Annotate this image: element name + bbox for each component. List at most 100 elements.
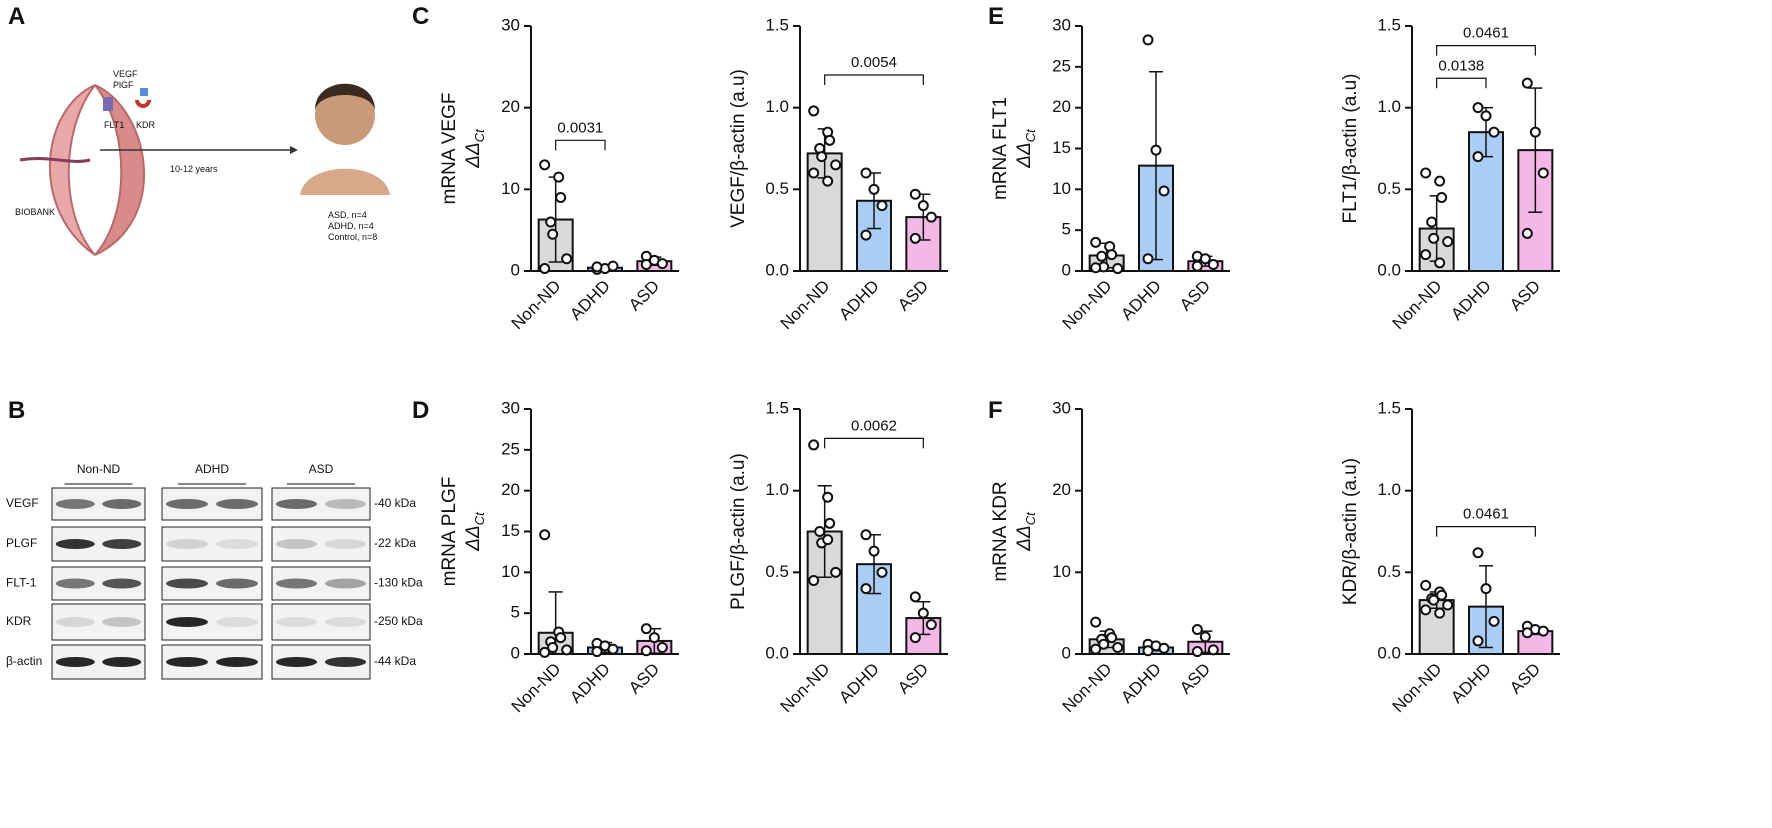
- y-axis-label: VEGF/β-actin (a.u): [728, 69, 749, 228]
- data-point: [814, 526, 826, 537]
- y-axis-label-sub: Ct: [472, 128, 487, 142]
- data-point: [925, 619, 937, 631]
- y-tick-label: 10: [501, 179, 520, 198]
- y-axis-label: ΔΔCt: [1014, 128, 1038, 169]
- bar-chart: 0.0 0.5 1.0 1.5 VEGF/β-actin (a.u) Non-ND ADHD…: [728, 15, 948, 333]
- y-tick-label: 0.0: [1377, 260, 1401, 279]
- data-point: [917, 607, 929, 619]
- data-point: [1420, 604, 1432, 616]
- blot-band: [55, 499, 95, 509]
- data-point: [1472, 635, 1484, 647]
- blot-band: [166, 617, 208, 627]
- y-tick-label: 5: [1062, 220, 1071, 239]
- data-point: [1142, 253, 1154, 265]
- data-point: [1488, 126, 1500, 138]
- placenta: [94, 84, 145, 256]
- data-point: [539, 263, 551, 275]
- data-point: [1420, 579, 1432, 591]
- data-point: [1521, 227, 1533, 239]
- data-point: [1537, 625, 1549, 637]
- data-point: [1420, 167, 1432, 179]
- y-tick-label: 0: [511, 260, 520, 279]
- y-tick-label: 20: [501, 97, 520, 116]
- y-axis-label: KDR/β-actin (a.u): [1340, 458, 1361, 605]
- bar-chart: 0 10 20 30 mRNA VEGF ΔΔCt Non-ND ADHD ASD 0.0031: [439, 15, 679, 333]
- y-axis-label-part: ΔΔ: [463, 142, 484, 169]
- data-point: [1191, 646, 1203, 658]
- x-tick-label: ASD: [894, 276, 932, 314]
- y-axis-label-part: ΔΔ: [1014, 525, 1035, 552]
- p-value: 0.0031: [557, 119, 603, 136]
- blot-band: [55, 539, 95, 549]
- data-point: [1199, 631, 1211, 643]
- data-point: [909, 591, 921, 603]
- bar-chart: 0 10 20 30 mRNA KDR ΔΔCt Non-ND ADHD ASD: [990, 398, 1230, 716]
- bar-chart: 0.0 0.5 1.0 1.5 FLT1/β-actin (a.u) Non-ND ADHD…: [1340, 15, 1560, 333]
- y-tick-label: 0: [511, 643, 520, 662]
- data-point: [648, 632, 660, 644]
- data-point: [1142, 34, 1154, 46]
- data-point: [868, 545, 880, 557]
- data-point: [1488, 615, 1500, 627]
- data-point: [1090, 236, 1102, 248]
- data-point: [1529, 126, 1541, 138]
- data-point: [1090, 616, 1102, 628]
- data-point: [925, 211, 937, 223]
- x-tick-label: ASD: [625, 276, 663, 314]
- blot-band: [166, 499, 208, 509]
- blot-band: [166, 657, 208, 667]
- y-tick-label: 20: [1052, 480, 1071, 499]
- bar-chart: 0.0 0.5 1.0 1.5 PLGF/β-actin (a.u) Non-ND ADHD…: [728, 398, 948, 716]
- x-tick-label: ASD: [1506, 659, 1544, 697]
- data-point: [1480, 583, 1492, 595]
- x-tick-label: Non-ND: [777, 659, 834, 716]
- y-tick-label: 0.5: [1377, 562, 1401, 581]
- significance-bracket: [1436, 77, 1487, 89]
- data-point: [1442, 236, 1454, 248]
- cord: [19, 157, 91, 163]
- blot-band: [166, 539, 208, 549]
- data-point: [1480, 110, 1492, 122]
- diagram-label: FLT1: [104, 120, 124, 130]
- data-point: [1426, 216, 1438, 228]
- y-tick-label: 1.0: [765, 480, 789, 499]
- x-tick-label: Non-ND: [1059, 276, 1116, 333]
- x-tick-label: ADHD: [566, 659, 613, 706]
- blot-band: [102, 539, 142, 549]
- data-point: [1428, 594, 1440, 606]
- p-value: 0.0062: [851, 417, 897, 434]
- x-tick-label: ADHD: [1447, 659, 1494, 706]
- data-point: [1521, 77, 1533, 89]
- ligand-icon: [140, 88, 148, 96]
- blot-band: [275, 539, 318, 549]
- diagram-label: ADHD, n=4: [328, 221, 374, 231]
- y-tick-label: 1.0: [1377, 480, 1401, 499]
- data-point: [1112, 263, 1124, 275]
- data-point: [1537, 167, 1549, 179]
- y-tick-label: 15: [1052, 138, 1071, 157]
- blot-band: [102, 499, 142, 509]
- y-tick-label: 0.5: [765, 562, 789, 581]
- y-tick-label: 0.0: [765, 643, 789, 662]
- y-axis-label: mRNA VEGF: [439, 93, 460, 205]
- y-tick-label: 0.0: [1377, 643, 1401, 662]
- data-point: [808, 167, 820, 179]
- data-point: [1158, 185, 1170, 197]
- y-tick-label: 0: [1062, 643, 1071, 662]
- y-axis-label: mRNA PLGF: [439, 477, 460, 587]
- blot-band: [55, 578, 95, 589]
- panel-label: C: [412, 3, 429, 30]
- data-point: [1207, 258, 1219, 270]
- data-point: [1142, 645, 1154, 657]
- data-point: [591, 646, 603, 658]
- blot-band: [216, 657, 258, 667]
- blot-band: [324, 539, 367, 549]
- significance-bracket: [1436, 45, 1536, 56]
- panel-label: E: [988, 3, 1004, 30]
- data-point: [876, 200, 888, 212]
- data-point: [1420, 249, 1432, 261]
- y-axis-label: mRNA KDR: [990, 481, 1011, 581]
- y-axis-label-part: ΔΔ: [1014, 142, 1035, 169]
